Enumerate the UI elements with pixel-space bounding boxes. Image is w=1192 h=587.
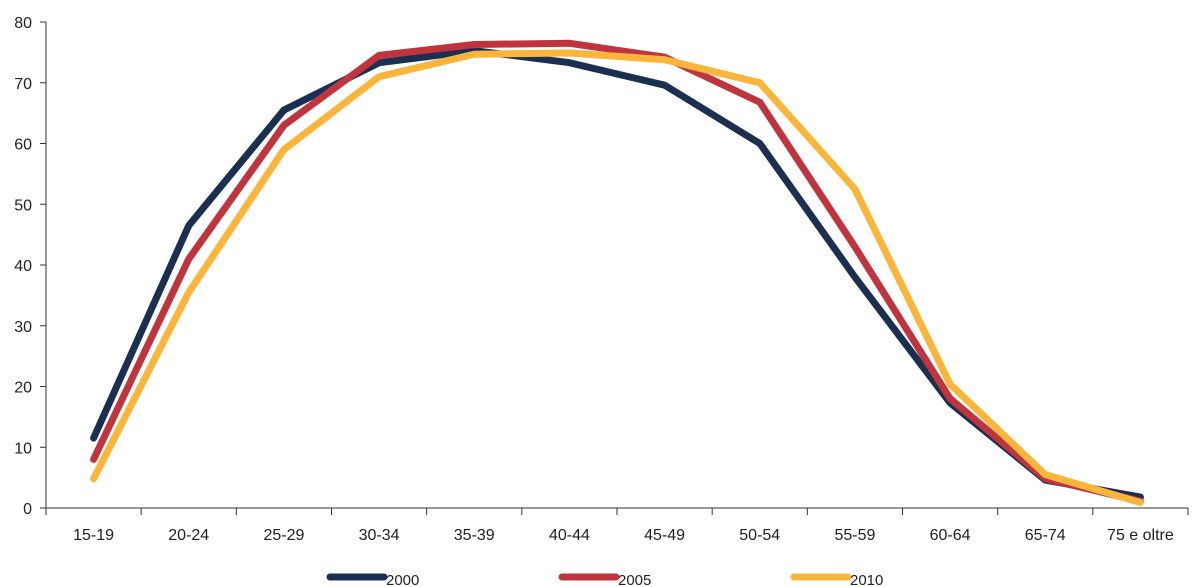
x-tick-label: 65-74	[1025, 527, 1066, 544]
x-tick-label: 40-44	[549, 527, 590, 544]
y-tick-label: 0	[23, 501, 32, 518]
y-tick-label: 70	[14, 76, 32, 93]
y-tick-label: 60	[14, 137, 32, 154]
x-tick-label: 20-24	[168, 527, 209, 544]
y-axis: 0 10 20 30 40 50 60 70 80	[14, 15, 47, 518]
series-line-2010	[90, 49, 1144, 506]
legend-label-2010: 2010	[850, 572, 883, 587]
x-axis: 15-19 20-24 25-29 30-34 35-39 40-44 45-49 50-54…	[45, 507, 1189, 544]
y-tick-label: 10	[14, 440, 32, 457]
legend-label-2005: 2005	[618, 572, 651, 587]
x-tick-label: 45-49	[644, 527, 685, 544]
x-tick-label: 25-29	[263, 527, 304, 544]
y-tick-label: 30	[14, 319, 32, 336]
x-tick-label: 15-19	[73, 527, 114, 544]
x-tick-label: 30-34	[359, 527, 400, 544]
y-tick-label: 80	[14, 15, 32, 32]
x-tick-label: 50-54	[739, 527, 780, 544]
legend: 2000 2005 2010	[326, 572, 883, 587]
y-tick-label: 50	[14, 197, 32, 214]
x-tick-label: 75 e oltre	[1107, 527, 1174, 544]
x-tick-label: 60-64	[930, 527, 971, 544]
legend-label-2000: 2000	[386, 572, 419, 587]
x-tick-label: 35-39	[454, 527, 495, 544]
x-tick-label: 55-59	[834, 527, 875, 544]
series-layer	[90, 39, 1144, 506]
y-tick-label: 40	[14, 258, 32, 275]
y-tick-label: 20	[14, 380, 32, 397]
series-line-2005	[90, 39, 1144, 505]
